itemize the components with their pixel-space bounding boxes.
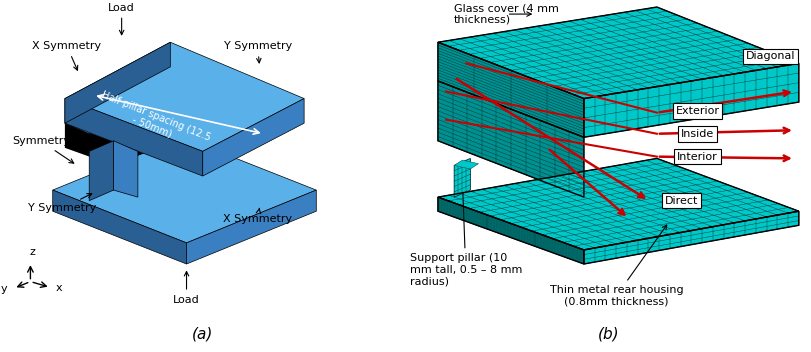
Text: Exterior: Exterior <box>676 106 719 116</box>
Polygon shape <box>187 190 316 264</box>
Text: Support pillar (10
mm tall, 0.5 – 8 mm
radius): Support pillar (10 mm tall, 0.5 – 8 mm r… <box>410 180 522 287</box>
Polygon shape <box>584 211 799 264</box>
Polygon shape <box>65 123 203 197</box>
Polygon shape <box>89 141 114 201</box>
Text: z: z <box>29 247 36 257</box>
Text: X Symmetry: X Symmetry <box>223 208 292 224</box>
Text: Inside: Inside <box>681 129 714 139</box>
Text: Y Symmetry: Y Symmetry <box>224 41 292 63</box>
Polygon shape <box>438 42 584 137</box>
Polygon shape <box>65 113 114 134</box>
Polygon shape <box>438 81 584 197</box>
Polygon shape <box>65 99 203 176</box>
Text: Thin metal rear housing
(0.8mm thickness): Thin metal rear housing (0.8mm thickness… <box>550 225 683 307</box>
Polygon shape <box>438 7 799 99</box>
Text: Direct: Direct <box>664 196 698 206</box>
Polygon shape <box>438 158 799 250</box>
Text: Diagonal: Diagonal <box>745 51 796 61</box>
Text: X Symmetry: X Symmetry <box>32 41 101 70</box>
Text: Half pillar spacing (12.5
- 50mm): Half pillar spacing (12.5 - 50mm) <box>96 89 212 153</box>
Text: Load: Load <box>174 271 200 305</box>
Polygon shape <box>53 137 316 243</box>
Text: Symmetry: Symmetry <box>12 136 74 163</box>
Text: Load: Load <box>109 2 135 35</box>
Text: x: x <box>55 283 62 293</box>
Polygon shape <box>454 160 478 169</box>
Text: Glass cover (4 mm
thickness): Glass cover (4 mm thickness) <box>454 3 559 25</box>
Polygon shape <box>65 42 304 151</box>
Polygon shape <box>438 197 584 264</box>
Polygon shape <box>114 141 138 197</box>
Polygon shape <box>584 63 799 137</box>
Text: y: y <box>0 284 6 294</box>
Polygon shape <box>454 158 470 197</box>
Text: Interior: Interior <box>677 152 718 162</box>
Text: Y Symmetry: Y Symmetry <box>28 194 97 213</box>
Text: (a): (a) <box>192 326 213 341</box>
Polygon shape <box>203 99 304 176</box>
Text: (b): (b) <box>598 326 619 341</box>
Polygon shape <box>65 42 170 123</box>
Polygon shape <box>53 190 187 264</box>
